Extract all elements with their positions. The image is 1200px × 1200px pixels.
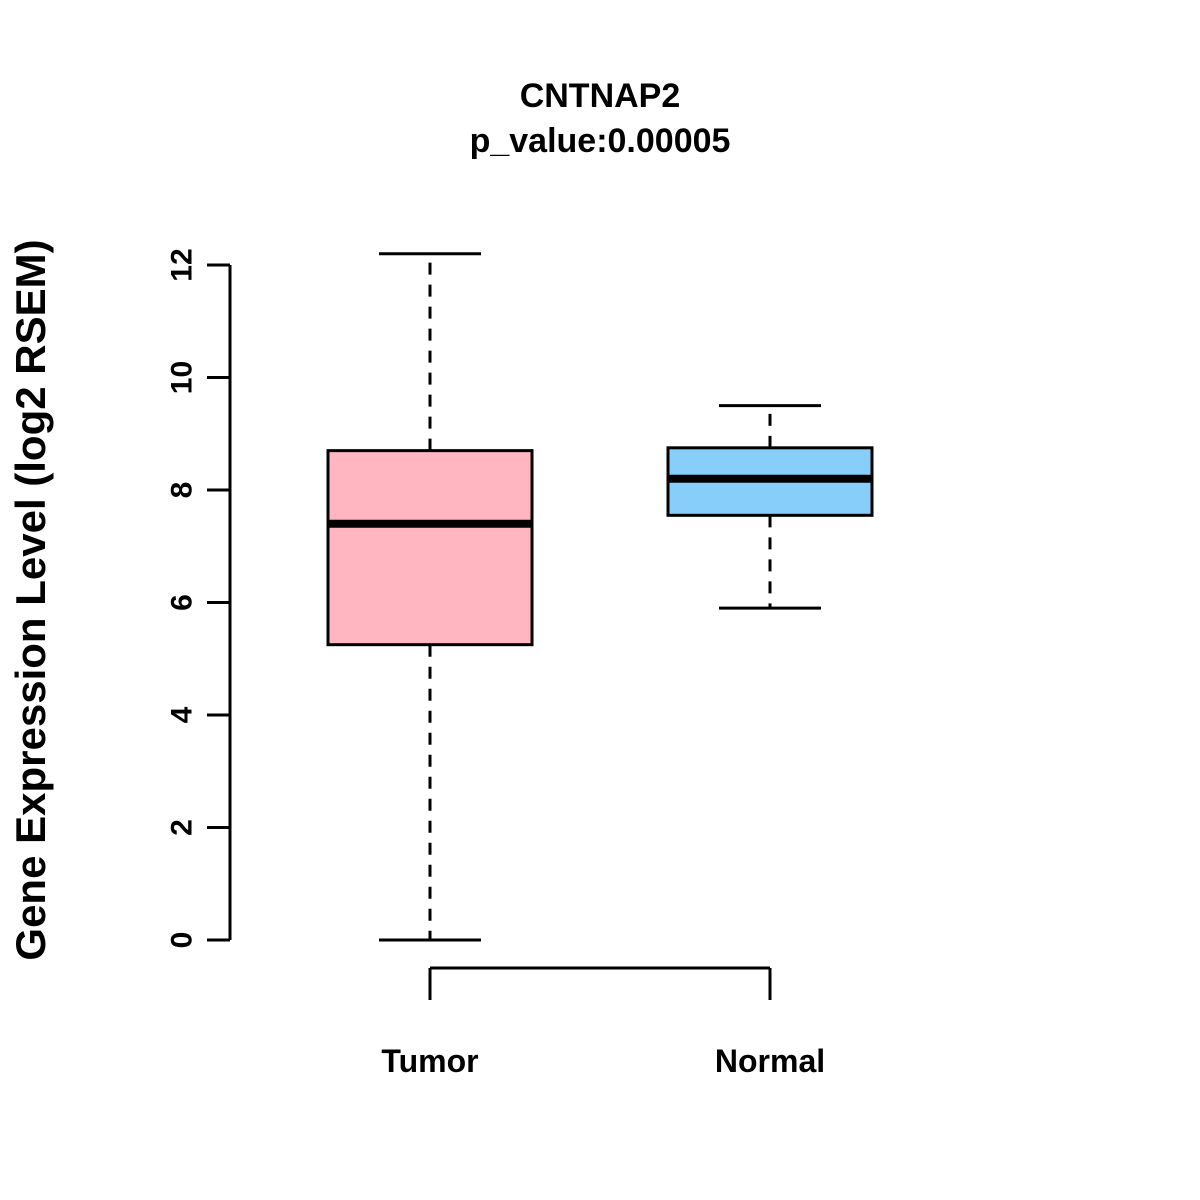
category-label-tumor: Tumor <box>381 1043 478 1079</box>
y-tick-label: 6 <box>166 594 199 611</box>
chart-title: CNTNAP2 <box>520 77 681 115</box>
y-tick-label: 0 <box>166 932 199 949</box>
category-label-normal: Normal <box>715 1043 825 1079</box>
y-tick-label: 8 <box>166 482 199 499</box>
y-tick-label: 10 <box>166 361 199 394</box>
box-tumor <box>326 449 534 647</box>
y-axis-label: Gene Expression Level (log2 RSEM) <box>7 239 54 960</box>
plot-area: 0 2 4 6 8 10 12 Tumor Normal <box>166 248 874 1079</box>
y-tick-label: 12 <box>166 248 199 281</box>
chart-subtitle: p_value:0.00005 <box>470 122 731 160</box>
y-tick-label: 4 <box>166 706 199 723</box>
y-tick-label: 2 <box>166 819 199 836</box>
